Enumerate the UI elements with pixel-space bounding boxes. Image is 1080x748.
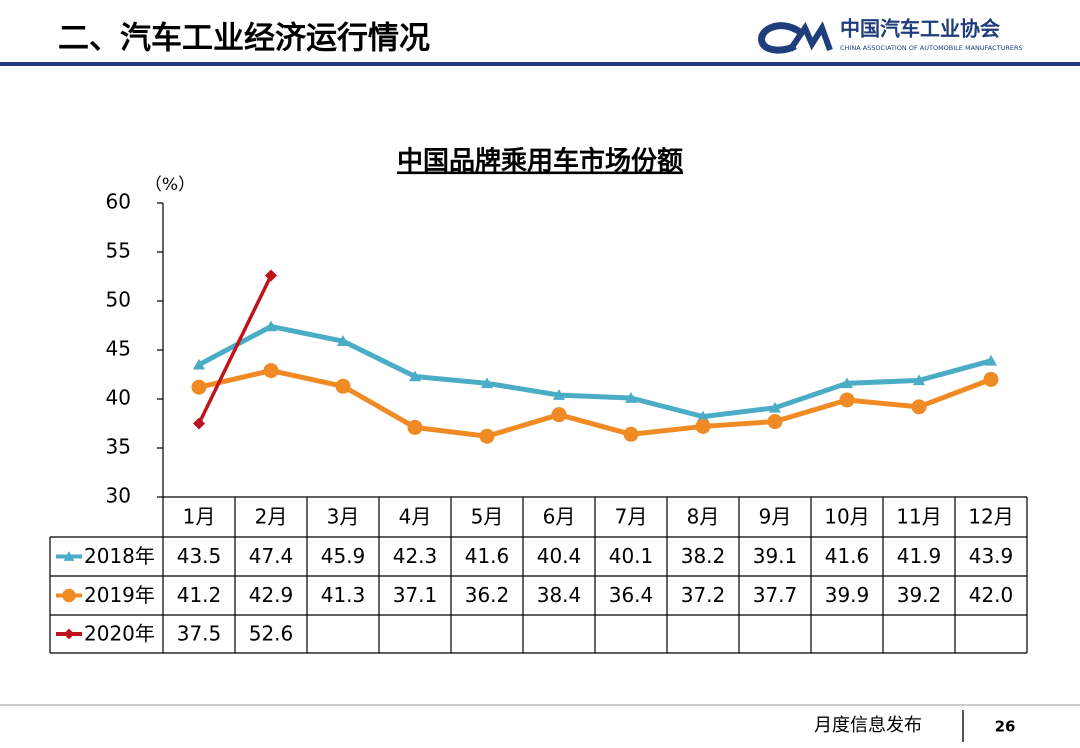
logo-m — [787, 21, 833, 52]
marker — [409, 370, 421, 382]
x-tick-label: 11月 — [896, 505, 941, 529]
marker — [913, 374, 925, 386]
marker — [63, 551, 75, 561]
table-value: 43.9 — [969, 544, 1014, 568]
table-value: 41.6 — [465, 544, 510, 568]
table-value: 38.2 — [681, 544, 726, 568]
marker — [63, 628, 75, 640]
y-axis-label: （%） — [145, 175, 195, 195]
table-value: 38.4 — [537, 583, 582, 607]
marker — [62, 588, 76, 603]
x-tick-label: 9月 — [759, 505, 792, 529]
table-value: 39.2 — [897, 583, 942, 607]
y-tick-label: 60 — [106, 190, 131, 214]
x-tick-label: 8月 — [687, 505, 720, 529]
table-value: 42.0 — [969, 583, 1014, 607]
marker — [481, 377, 493, 389]
legend-label: 2020年 — [84, 622, 155, 646]
footer-label: 月度信息发布 — [814, 715, 922, 736]
marker — [265, 269, 277, 282]
marker — [697, 410, 709, 422]
table-value: 52.6 — [249, 622, 294, 646]
table-value: 41.9 — [897, 544, 942, 568]
table-value: 41.3 — [321, 583, 366, 607]
x-tick-label: 5月 — [471, 505, 504, 529]
slide-title: 二、汽车工业经济运行情况 — [58, 21, 430, 57]
series-line — [197, 274, 273, 425]
marker — [407, 419, 423, 435]
x-tick-label: 6月 — [543, 505, 576, 529]
marker — [553, 389, 565, 400]
table-value: 37.1 — [393, 583, 438, 607]
x-tick-label: 3月 — [327, 505, 360, 529]
series-line — [198, 368, 992, 439]
page-number: 26 — [995, 718, 1016, 736]
table-value: 39.9 — [825, 583, 870, 607]
y-tick-label: 45 — [106, 337, 131, 361]
marker — [625, 392, 637, 403]
y-tick-label: 30 — [106, 484, 131, 508]
logo — [758, 21, 833, 54]
table-value: 36.2 — [465, 583, 510, 607]
logo-c — [758, 22, 803, 54]
table-value: 37.5 — [177, 622, 222, 646]
y-tick-label: 35 — [106, 435, 131, 459]
header-rule — [0, 62, 1080, 66]
table-value: 36.4 — [609, 583, 654, 607]
table-value: 37.2 — [681, 583, 726, 607]
x-tick-label: 2月 — [255, 505, 288, 529]
table-value: 40.4 — [537, 544, 582, 568]
table-value: 45.9 — [321, 544, 366, 568]
x-tick-label: 7月 — [615, 505, 648, 529]
table-value: 43.5 — [177, 544, 222, 568]
org-name-en: CHINA ASSOCIATION OF AUTOMOBILE MANUFACT… — [840, 44, 1023, 52]
marker — [335, 378, 351, 394]
marker — [769, 401, 781, 413]
y-tick-label: 55 — [106, 239, 131, 263]
table-value: 47.4 — [249, 544, 294, 568]
marker — [767, 414, 783, 430]
table-value: 40.1 — [609, 544, 654, 568]
y-tick-label: 50 — [106, 288, 131, 312]
marker — [985, 354, 997, 366]
marker — [551, 407, 567, 423]
table-value: 42.9 — [249, 583, 294, 607]
marker — [337, 335, 349, 346]
marker — [191, 379, 207, 395]
marker — [193, 417, 205, 430]
marker — [841, 377, 853, 389]
marker — [265, 320, 277, 332]
marker — [911, 399, 927, 415]
marker — [263, 363, 279, 379]
table-value: 41.6 — [825, 544, 870, 568]
table-value: 42.3 — [393, 544, 438, 568]
marker — [479, 428, 495, 444]
x-tick-label: 12月 — [968, 505, 1013, 529]
y-tick-label: 40 — [106, 386, 131, 410]
x-tick-label: 4月 — [399, 505, 432, 529]
marker — [623, 426, 639, 442]
marker — [695, 418, 711, 434]
legend-label: 2019年 — [84, 583, 155, 607]
table-value: 41.2 — [177, 583, 222, 607]
chart-title: 中国品牌乘用车市场份额 — [397, 146, 683, 177]
x-tick-label: 1月 — [183, 505, 216, 529]
marker — [839, 392, 855, 408]
legend-label: 2018年 — [84, 544, 155, 568]
table-value: 37.7 — [753, 583, 798, 607]
org-name: 中国汽车工业协会 — [840, 17, 1000, 41]
table-value: 39.1 — [753, 544, 798, 568]
x-tick-label: 10月 — [824, 505, 869, 529]
marker — [983, 371, 999, 387]
marker — [193, 358, 205, 370]
series-line — [197, 323, 992, 420]
